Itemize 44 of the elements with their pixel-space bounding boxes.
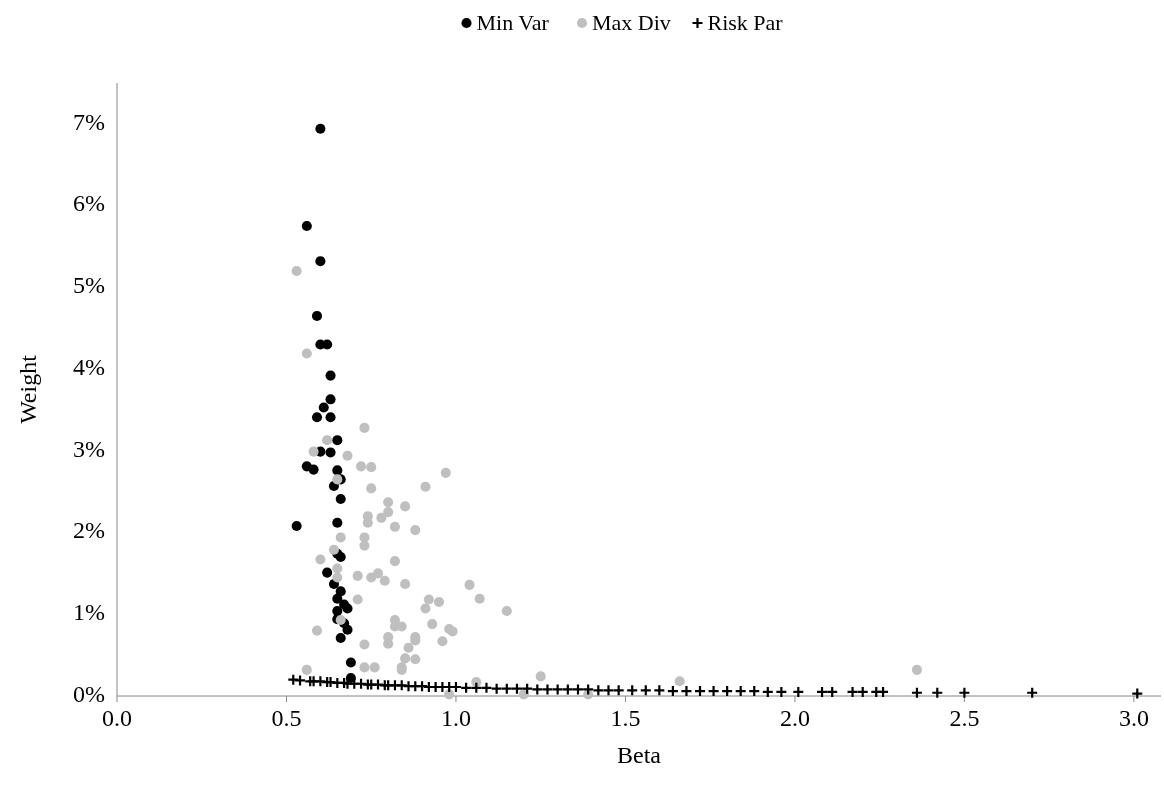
- legend-label: Min Var: [476, 10, 550, 35]
- x-tick-label: 3.0: [1118, 705, 1149, 731]
- y-tick-label: 2%: [73, 517, 105, 544]
- point: [308, 464, 319, 475]
- y-tick-label: 5%: [73, 272, 105, 299]
- point: [291, 520, 302, 532]
- y-tick-label: 0%: [73, 680, 105, 707]
- x-tick-label: 0.0: [102, 705, 132, 731]
- point: [342, 603, 353, 614]
- x-axis-title: Beta: [617, 742, 662, 768]
- point: [335, 493, 346, 505]
- y-tick-label: 1%: [73, 599, 105, 626]
- point: [311, 412, 323, 423]
- x-tick-label: 1.5: [610, 705, 641, 731]
- point: [315, 256, 326, 267]
- y-axis-title: Weight: [15, 354, 41, 424]
- point: [332, 435, 343, 446]
- point: [301, 221, 312, 232]
- point: [325, 447, 336, 458]
- legend-label: Risk Par: [707, 10, 784, 35]
- x-tick-label: 2.0: [779, 705, 810, 731]
- point: [342, 624, 353, 635]
- y-tick-label: 6%: [73, 190, 105, 217]
- point: [332, 465, 343, 476]
- point: [322, 339, 333, 350]
- point: [322, 567, 333, 578]
- point: [325, 394, 336, 405]
- x-tick-label: 0.5: [271, 705, 302, 731]
- point: [315, 123, 326, 134]
- y-tick-label: 3%: [73, 435, 105, 462]
- legend-label: Max Div: [592, 10, 671, 35]
- point: [325, 370, 336, 381]
- point: [332, 593, 343, 604]
- x-tick-label: 1.0: [440, 705, 471, 731]
- point: [345, 657, 356, 668]
- y-tick-label: 4%: [73, 353, 105, 380]
- x-tick-label: 2.5: [949, 705, 980, 731]
- y-tick-label: 7%: [73, 108, 105, 135]
- point: [325, 412, 336, 423]
- point: [335, 552, 346, 563]
- point: [318, 402, 329, 413]
- point: [335, 632, 346, 644]
- point: [311, 310, 323, 321]
- point: [332, 517, 343, 528]
